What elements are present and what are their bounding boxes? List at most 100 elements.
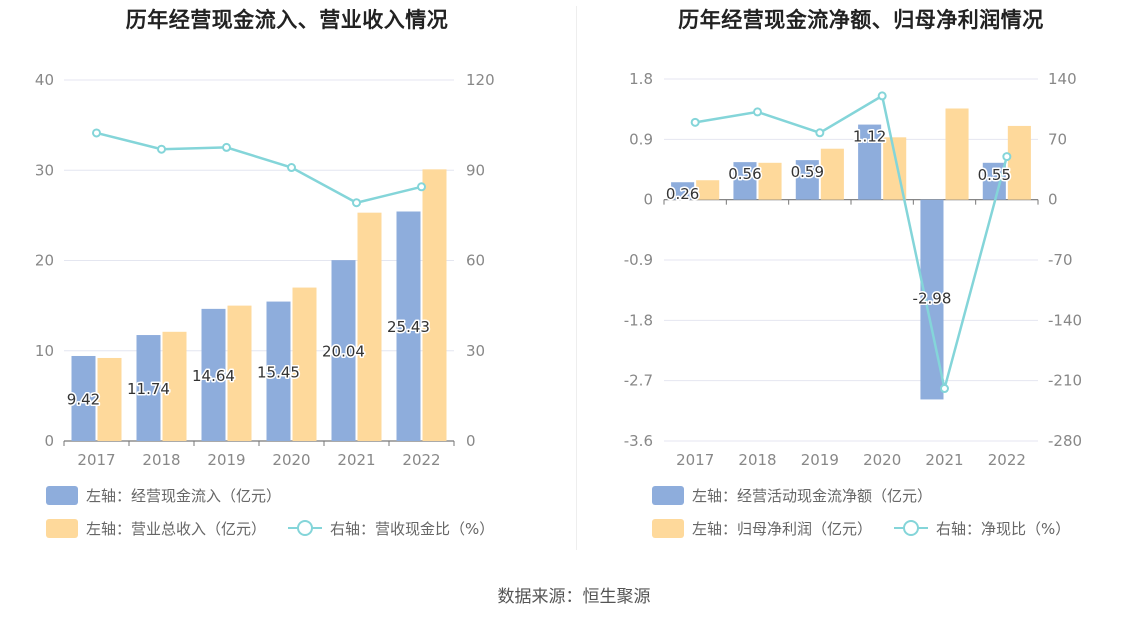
- bar-blue: [671, 182, 695, 200]
- bar-yellow: [292, 287, 317, 441]
- line-point: [222, 142, 231, 152]
- y-right-tick-label: 60: [466, 252, 485, 270]
- y-left-tick-label: 10: [35, 342, 54, 360]
- y-left-tick-label: -3.6: [624, 432, 653, 450]
- data-label: -2.98: [913, 290, 952, 308]
- bar-yellow: [758, 162, 782, 200]
- bar-blue: [331, 260, 356, 441]
- legend-swatch-blue: [46, 485, 78, 505]
- line-point: [753, 107, 762, 117]
- x-tick-label: 2017: [676, 451, 714, 469]
- line-series: [694, 93, 1009, 389]
- data-label: 0.56: [728, 165, 761, 183]
- chart-plot-right: -3.6 -280 -2.7 -210 -1.8 -140 -0.9 -70 0 0 0.9 70 1.…: [624, 70, 1082, 469]
- data-label: 11.74: [127, 380, 170, 398]
- line-point: [92, 128, 101, 138]
- legend-label: 左轴：经营现金流入（亿元）: [86, 486, 282, 505]
- bar-blue: [920, 199, 944, 400]
- y-left-tick-label: 20: [35, 252, 54, 270]
- legend-item-ratio[interactable]: 右轴：营收现金比（%）: [288, 518, 494, 539]
- bar-yellow: [357, 212, 382, 441]
- bar-yellow: [945, 108, 969, 200]
- legend-swatch-yellow: [652, 518, 684, 538]
- legend-item-revenue[interactable]: 左轴：营业总收入（亿元）: [46, 518, 266, 539]
- chart-title: 历年经营现金流入、营业收入情况: [125, 8, 449, 32]
- chart-plot-left: 0 0 10 30 20 60 30 90 40 120 2017 2018 2019 2020 2021 2…: [35, 71, 495, 469]
- legend-label: 左轴：归母净利润（亿元）: [692, 519, 873, 538]
- bar-blue: [266, 301, 291, 441]
- y-right-tick-label: 120: [466, 71, 495, 89]
- bar-blue: [733, 162, 757, 200]
- legend-label: 右轴：营收现金比（%）: [330, 519, 495, 538]
- data-label: 1.12: [853, 128, 886, 146]
- bar-blue: [71, 355, 96, 441]
- y-left-tick-label: -1.8: [624, 311, 653, 329]
- legend-item-net-cashflow[interactable]: 左轴：经营活动现金流净额（亿元）: [652, 485, 932, 506]
- legend-swatch-yellow: [46, 518, 78, 538]
- chart-title: 历年经营现金流净额、归母净利润情况: [678, 8, 1044, 32]
- y-right-tick-label: 30: [466, 342, 485, 360]
- data-label: 0.59: [791, 163, 824, 181]
- y-left-tick-label: -0.9: [624, 251, 653, 269]
- legend-row: 左轴：经营活动现金流净额（亿元）: [652, 483, 954, 507]
- y-right-tick-label: -70: [1048, 251, 1073, 269]
- line-point: [940, 384, 949, 394]
- line-point: [157, 144, 166, 154]
- x-tick-label: 2020: [863, 451, 901, 469]
- legend-line-marker: [288, 519, 323, 537]
- bar-blue: [982, 162, 1006, 200]
- x-tick-label: 2018: [142, 451, 180, 469]
- y-right-tick-label: 70: [1048, 130, 1067, 148]
- y-left-tick-label: 0: [44, 432, 54, 450]
- line-point: [1002, 152, 1012, 162]
- chart-panel-left: 历年经营现金流入、营业收入情况 0 0 10 30 20 60 30 90 40 120 2017 2…: [0, 0, 574, 560]
- x-tick-label: 2017: [77, 451, 115, 469]
- y-right-tick-label: 0: [466, 432, 476, 450]
- x-tick-label: 2021: [337, 451, 375, 469]
- line-point: [287, 163, 296, 173]
- chart-panel-right: 历年经营现金流净额、归母净利润情况 -3.6 -280 -2.7 -210 -1.8 -1…: [574, 0, 1148, 560]
- legend-item-inflow[interactable]: 左轴：经营现金流入（亿元）: [46, 485, 281, 506]
- bar-yellow: [1007, 125, 1031, 200]
- data-label: 25.43: [387, 318, 430, 336]
- data-label: 9.42: [67, 390, 100, 408]
- bar-yellow: [696, 180, 720, 200]
- legend-row: 左轴：归母净利润（亿元） 右轴：净现比（%）: [652, 516, 1092, 540]
- legend-item-net-profit[interactable]: 左轴：归母净利润（亿元）: [652, 518, 872, 539]
- line-point: [690, 117, 700, 127]
- data-label: 0.55: [978, 166, 1011, 184]
- legend-swatch-blue: [652, 485, 684, 505]
- bar-yellow: [97, 357, 122, 441]
- x-tick-label: 2021: [925, 451, 963, 469]
- data-label: 15.45: [257, 363, 300, 381]
- line-point: [877, 91, 887, 101]
- x-tick-label: 2019: [207, 451, 245, 469]
- legend-label: 左轴：营业总收入（亿元）: [86, 519, 267, 538]
- x-tick-label: 2020: [272, 451, 310, 469]
- x-tick-label: 2022: [988, 451, 1026, 469]
- y-right-tick-label: 90: [466, 161, 485, 179]
- y-left-tick-label: 0.9: [629, 130, 653, 148]
- legend-line-marker: [894, 519, 929, 537]
- y-right-tick-label: -280: [1048, 432, 1082, 450]
- bar-blue: [136, 335, 161, 441]
- y-right-tick-label: -140: [1048, 311, 1082, 329]
- data-label: 14.64: [192, 367, 235, 385]
- panel-divider: [576, 6, 577, 550]
- y-left-tick-label: 30: [35, 161, 54, 179]
- legend-row: 左轴：经营现金流入（亿元）: [46, 483, 303, 507]
- bar-yellow: [422, 169, 447, 441]
- line-point: [815, 128, 825, 138]
- bar-yellow: [820, 148, 844, 200]
- y-right-tick-label: 0: [1048, 191, 1058, 209]
- data-source: 数据来源：恒生聚源: [497, 587, 651, 607]
- bar-blue: [396, 211, 421, 441]
- x-tick-label: 2022: [402, 451, 440, 469]
- bar-yellow: [227, 305, 252, 441]
- bar-blue: [201, 308, 226, 441]
- legend-label: 右轴：净现比（%）: [936, 519, 1071, 538]
- y-left-tick-label: -2.7: [624, 372, 653, 390]
- x-tick-label: 2019: [801, 451, 839, 469]
- legend-item-cash-ratio[interactable]: 右轴：净现比（%）: [894, 518, 1070, 539]
- line-series: [96, 131, 422, 205]
